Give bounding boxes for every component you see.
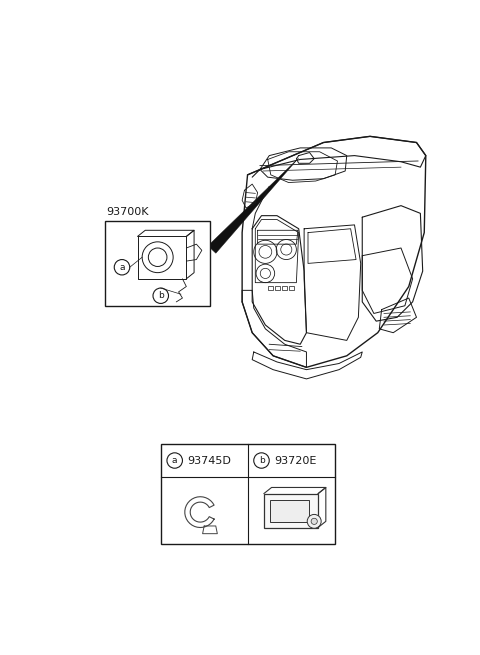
Bar <box>161 444 335 544</box>
Bar <box>268 286 273 290</box>
Circle shape <box>153 288 168 303</box>
Bar <box>105 221 210 306</box>
Polygon shape <box>208 158 299 253</box>
Text: b: b <box>158 291 164 300</box>
Circle shape <box>254 453 269 468</box>
Circle shape <box>307 514 321 529</box>
Circle shape <box>167 453 182 468</box>
Text: 93745D: 93745D <box>187 455 231 466</box>
Bar <box>264 494 318 529</box>
Circle shape <box>311 518 317 525</box>
Text: a: a <box>172 456 178 465</box>
Bar <box>282 286 287 290</box>
Text: 93700K: 93700K <box>107 207 149 217</box>
Circle shape <box>114 259 130 275</box>
Text: 93720E: 93720E <box>274 455 316 466</box>
Bar <box>276 286 280 290</box>
Text: a: a <box>119 263 125 272</box>
Bar <box>270 500 309 522</box>
Bar <box>289 286 294 290</box>
Text: b: b <box>259 456 264 465</box>
